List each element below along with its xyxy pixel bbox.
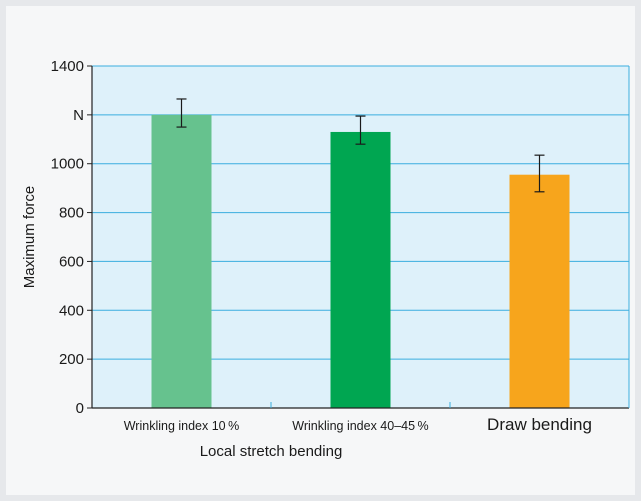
y-tick-label: 400 xyxy=(59,302,84,319)
y-tick-label: 600 xyxy=(59,253,84,270)
y-axis-label: Maximum force xyxy=(21,186,38,289)
y-tick-label: N xyxy=(73,107,84,124)
x-tick-label: Draw bending xyxy=(487,415,592,434)
figure-panel: 0 200 400 600 800 1000 N 1400 Wrinkling index 1… xyxy=(6,6,635,495)
bar xyxy=(330,131,391,408)
y-tick-label: 1000 xyxy=(51,156,84,173)
y-tick-label: 200 xyxy=(59,351,84,368)
bar-chart: 0 200 400 600 800 1000 N 1400 Wrinkling index 1… xyxy=(21,58,630,460)
bar xyxy=(151,114,212,408)
y-tick-label: 0 xyxy=(76,400,84,417)
x-group-label: Local stretch bending xyxy=(200,443,343,460)
x-tick-label: Wrinkling index 40–45 % xyxy=(292,419,428,433)
y-tick-label: 1400 xyxy=(51,58,84,75)
bar xyxy=(509,174,570,408)
y-tick-label: 800 xyxy=(59,205,84,222)
x-tick-label: Wrinkling index 10 % xyxy=(124,419,240,433)
